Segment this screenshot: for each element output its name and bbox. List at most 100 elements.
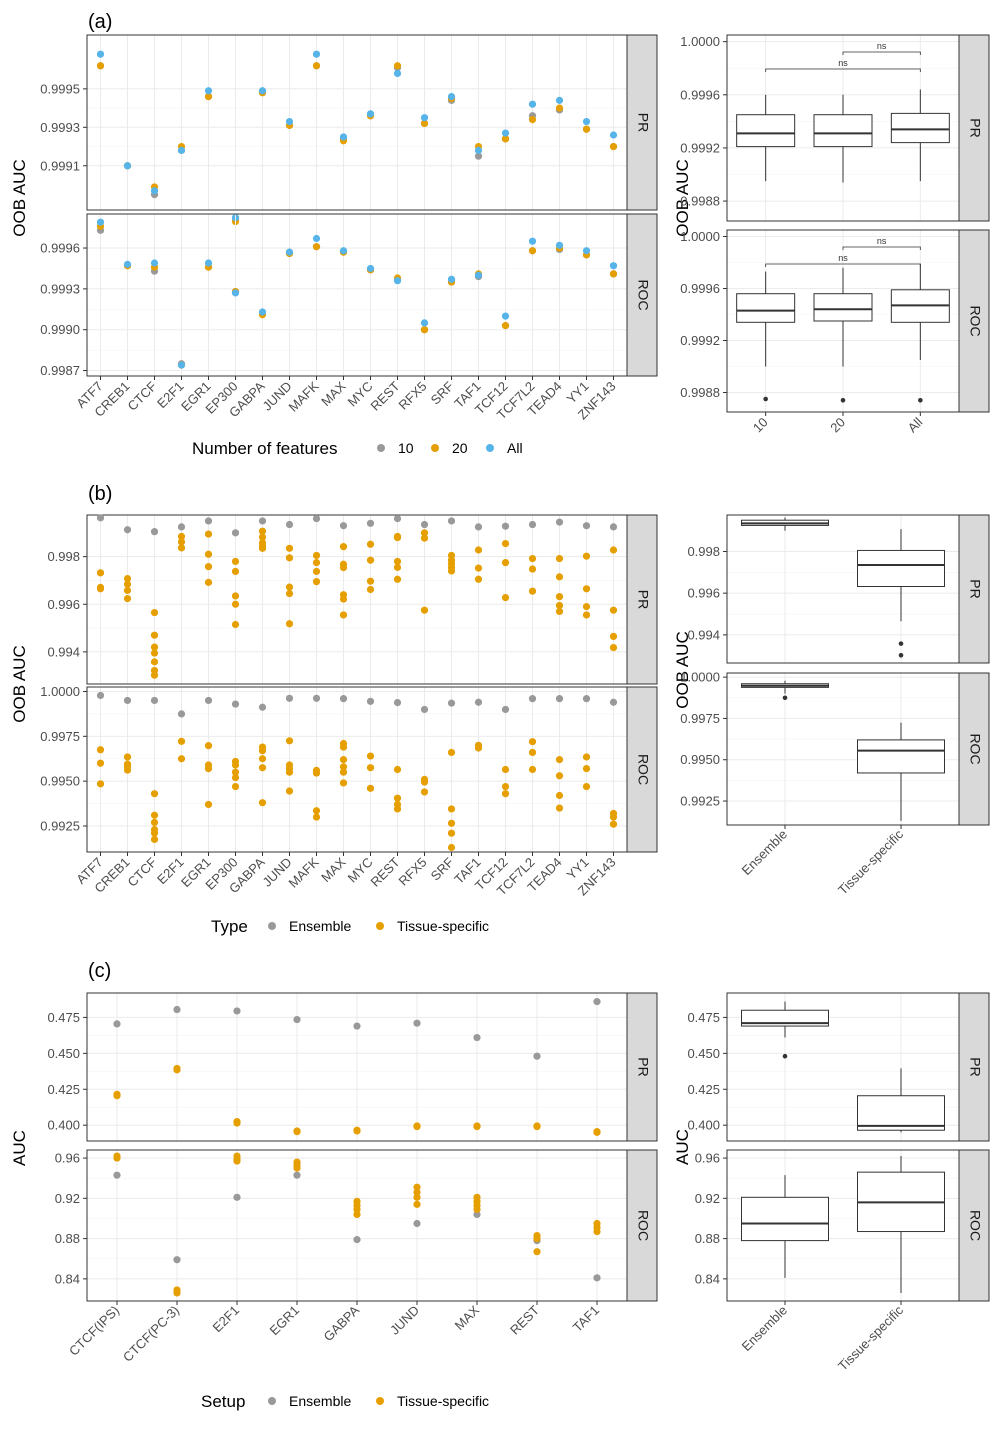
significance-label: ns xyxy=(877,41,887,51)
legend-c: Setup Ensemble Tissue-specific xyxy=(201,1392,489,1411)
data-point xyxy=(582,765,591,773)
data-point xyxy=(366,519,375,527)
x-tick-label: Tissue-specific xyxy=(835,826,906,897)
data-point xyxy=(96,691,105,700)
facet-strip-label: PR xyxy=(635,1057,651,1076)
y-tick-label: 0.9996 xyxy=(40,241,80,256)
data-point xyxy=(353,1022,361,1030)
box-body xyxy=(857,739,945,774)
facet-strip xyxy=(958,992,990,1142)
facet-strip-label: ROC xyxy=(967,1210,983,1241)
facet-strip-label: PR xyxy=(967,579,983,598)
legend-label-20: 20 xyxy=(452,440,468,456)
data-point xyxy=(312,559,321,567)
data-point xyxy=(366,784,375,792)
facet-strip xyxy=(626,686,658,853)
data-point xyxy=(113,1154,121,1162)
significance-bracket xyxy=(842,51,921,55)
data-point xyxy=(501,322,510,330)
data-point xyxy=(204,87,213,95)
data-point xyxy=(593,1227,601,1236)
data-point xyxy=(150,835,159,844)
data-point xyxy=(177,737,186,745)
data-point xyxy=(366,577,375,585)
data-point xyxy=(447,92,456,101)
data-point xyxy=(339,779,348,787)
legend-label-tissue-c: Tissue-specific xyxy=(397,1393,489,1409)
x-tick-label: RFX5 xyxy=(396,379,430,413)
data-point xyxy=(609,813,618,821)
panel-a-box: OOB AUC 0.99880.99920.99961.0000PRnsns0.… xyxy=(673,34,990,435)
box-outlier xyxy=(782,695,788,701)
data-point xyxy=(533,1248,541,1256)
y-tick-label: 0.9975 xyxy=(680,711,720,726)
y-tick-label: 0.9991 xyxy=(40,158,80,173)
facet-strip xyxy=(958,34,990,222)
legend-key-10 xyxy=(377,444,385,452)
data-point xyxy=(582,611,591,619)
panel-label-c: (c) xyxy=(88,960,111,982)
y-tick-label: 0.475 xyxy=(47,1010,80,1025)
data-point xyxy=(258,533,267,541)
y-tick-label: 0.96 xyxy=(695,1151,720,1166)
data-point xyxy=(473,1123,481,1131)
data-point xyxy=(413,1193,421,1201)
facet-strip-label: ROC xyxy=(967,733,983,764)
data-point xyxy=(447,567,456,575)
y-axis-title-c-box: AUC xyxy=(673,1129,692,1165)
panel-label-b: (b) xyxy=(88,483,112,505)
data-point xyxy=(339,768,348,776)
legend-key-tissue-b xyxy=(376,922,384,930)
y-tick-label: 1.0000 xyxy=(680,670,720,685)
panel-border xyxy=(86,686,628,853)
data-point xyxy=(285,589,294,598)
data-point xyxy=(582,753,591,761)
data-point xyxy=(582,695,591,703)
data-point xyxy=(353,1205,361,1213)
data-point xyxy=(447,748,456,757)
data-point xyxy=(204,530,213,538)
data-point xyxy=(123,162,132,170)
data-point xyxy=(393,534,402,542)
y-tick-label: 0.84 xyxy=(55,1271,80,1286)
data-point xyxy=(150,259,159,267)
facet-strip-label: PR xyxy=(967,1057,983,1076)
data-point xyxy=(96,780,105,788)
y-tick-label: 0.994 xyxy=(687,627,720,642)
data-point xyxy=(177,532,186,541)
data-point xyxy=(231,782,240,791)
scatter-chart-c: 0.400 0.425 0.450 0.475 PR 0.84 0.88 0.92 0.96 RO… xyxy=(47,992,658,1365)
data-point xyxy=(177,523,186,531)
data-point xyxy=(582,247,591,255)
data-point xyxy=(420,705,429,714)
data-point xyxy=(609,142,618,151)
x-tick-label: Tissue-specific xyxy=(835,1302,906,1373)
data-point xyxy=(150,608,159,617)
data-point xyxy=(204,696,213,705)
y-tick-label: 0.9950 xyxy=(40,774,80,789)
y-tick-label: 0.9993 xyxy=(40,120,80,135)
y-tick-label: 0.9988 xyxy=(680,385,720,400)
data-point xyxy=(233,1157,241,1165)
facet-strip xyxy=(626,992,658,1142)
y-tick-label: 0.9988 xyxy=(680,194,720,209)
data-point xyxy=(447,699,456,707)
data-point xyxy=(366,585,375,594)
y-tick-label: 0.9995 xyxy=(40,81,80,96)
data-point xyxy=(393,563,402,571)
data-point xyxy=(473,1210,481,1219)
x-tick-label: SRF xyxy=(428,854,457,883)
panel-c-box: AUC 0.4000.4250.4500.475PR0.840.880.920.… xyxy=(673,992,990,1374)
data-point xyxy=(293,1164,301,1172)
y-tick-label: 0.9925 xyxy=(680,794,720,809)
data-point xyxy=(204,578,213,586)
y-tick-label: 0.400 xyxy=(687,1118,720,1133)
data-point xyxy=(528,565,537,573)
y-tick-label: 0.92 xyxy=(695,1191,720,1206)
box-outlier xyxy=(782,1053,788,1059)
facet-strip xyxy=(958,1149,990,1302)
y-tick-label: 0.9992 xyxy=(680,140,720,155)
data-point xyxy=(233,1007,241,1015)
data-point xyxy=(339,756,348,764)
legend-key-20 xyxy=(431,444,439,452)
